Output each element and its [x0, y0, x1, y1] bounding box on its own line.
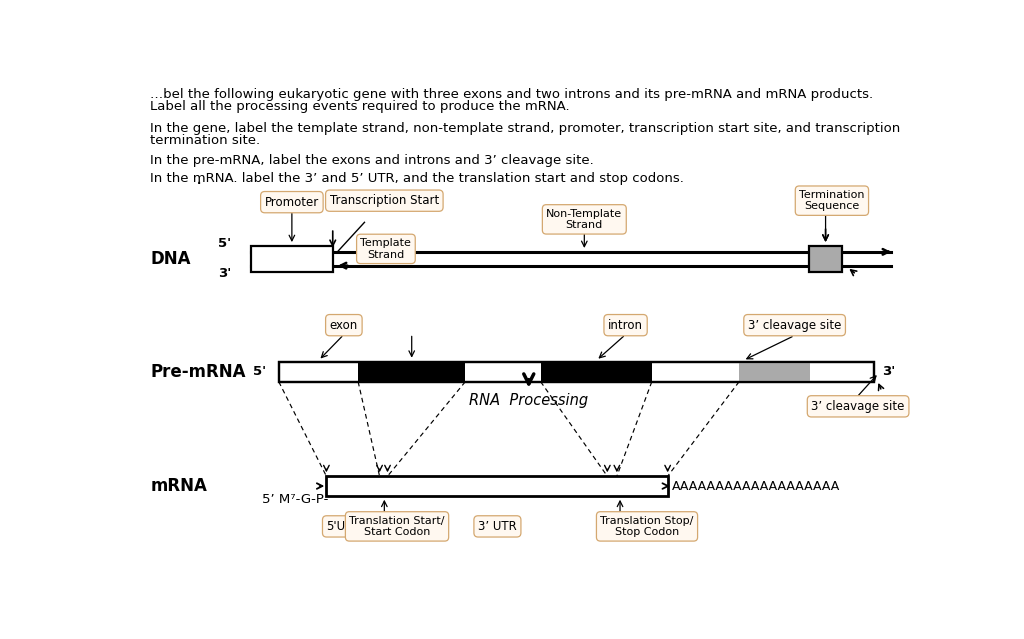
Bar: [739, 362, 811, 381]
Text: Template
Strand: Template Strand: [360, 238, 412, 259]
Text: 5'UTR: 5'UTR: [327, 520, 361, 533]
Text: …bel the following eukaryotic gene with three exons and two introns and its pre-: …bel the following eukaryotic gene with …: [151, 88, 873, 100]
Bar: [541, 362, 652, 381]
Text: Promoter: Promoter: [265, 196, 319, 209]
Bar: [809, 246, 843, 272]
Text: Termination
Sequence: Termination Sequence: [799, 190, 864, 212]
Text: 5': 5': [253, 366, 266, 378]
Text: 3’ cleavage site: 3’ cleavage site: [811, 400, 905, 413]
Text: 3': 3': [882, 366, 895, 378]
Text: mRNA: mRNA: [151, 477, 207, 495]
Bar: [279, 362, 874, 381]
Bar: [279, 362, 874, 381]
Text: In the gene, label the template strand, non-template strand, promoter, transcrip: In the gene, label the template strand, …: [151, 122, 900, 135]
Text: Label all the processing events required to produce the mRNA.: Label all the processing events required…: [151, 100, 569, 113]
Text: Transcription Start: Transcription Start: [330, 194, 439, 207]
Text: ·: ·: [197, 176, 203, 194]
Bar: [358, 362, 465, 381]
Text: Translation Start/
Start Codon: Translation Start/ Start Codon: [349, 516, 444, 537]
Text: intron: intron: [608, 319, 643, 332]
Text: exon: exon: [330, 319, 358, 332]
Text: Translation Stop/
Stop Codon: Translation Stop/ Stop Codon: [600, 516, 693, 537]
Bar: [327, 476, 668, 496]
Text: 5': 5': [218, 237, 231, 250]
Text: In the pre-mRNA, label the exons and introns and 3’ cleavage site.: In the pre-mRNA, label the exons and int…: [151, 155, 594, 167]
Text: DNA: DNA: [151, 250, 190, 268]
Text: 3’ cleavage site: 3’ cleavage site: [748, 319, 842, 332]
Text: termination site.: termination site.: [151, 134, 260, 147]
Text: 3’ UTR: 3’ UTR: [478, 520, 517, 533]
Text: Non-Template
Strand: Non-Template Strand: [546, 208, 623, 230]
Bar: [251, 246, 333, 272]
Text: Pre-mRNA: Pre-mRNA: [151, 363, 246, 381]
Text: AAAAAAAAAAAAAAAAAAA: AAAAAAAAAAAAAAAAAAA: [672, 479, 840, 493]
Text: In the mRNA. label the 3’ and 5’ UTR, and the translation start and stop codons.: In the mRNA. label the 3’ and 5’ UTR, an…: [151, 172, 684, 185]
Text: 3': 3': [218, 267, 231, 280]
Text: 5’ M⁷-G-P-: 5’ M⁷-G-P-: [261, 493, 328, 506]
Text: RNA  Processing: RNA Processing: [469, 392, 589, 408]
